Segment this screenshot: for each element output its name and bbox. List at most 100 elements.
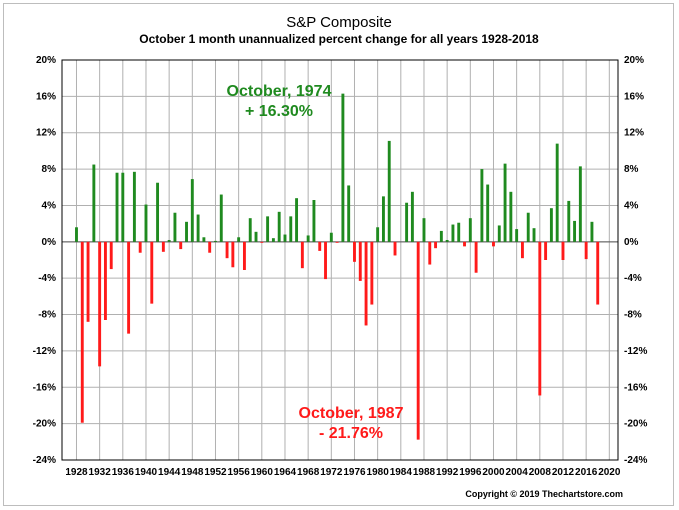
y-tick-label-left: 4% [42, 200, 57, 211]
y-tick-label-left: 0% [42, 237, 57, 248]
bar-1961 [266, 216, 270, 242]
bar-1967 [300, 241, 304, 269]
bar-2006 [526, 212, 530, 242]
y-tick-label-right: -4% [624, 273, 642, 284]
y-tick-label-left: -16% [33, 382, 56, 393]
bar-1938 [132, 171, 136, 242]
bar-2011 [555, 143, 559, 242]
bar-1943 [161, 241, 165, 252]
bar-1996 [468, 218, 472, 242]
bar-1964 [283, 234, 287, 242]
x-tick-label: 2000 [482, 467, 505, 478]
bar-1944 [167, 240, 171, 242]
x-tick-label: 2008 [529, 467, 552, 478]
bar-1928 [75, 227, 78, 242]
bar-1932 [98, 241, 102, 367]
x-tick-label: 1964 [274, 467, 297, 478]
bar-1950 [202, 237, 206, 242]
bar-1991 [439, 230, 443, 242]
bar-2000 [492, 241, 495, 247]
gridlines [62, 59, 618, 461]
x-tick-label: 1968 [297, 467, 320, 478]
x-tick-label: 1992 [436, 467, 459, 478]
bar-2015 [578, 166, 582, 242]
bar-1931 [92, 164, 96, 242]
bar-1970 [318, 241, 322, 251]
bar-1940 [144, 204, 148, 242]
bar-1946 [179, 241, 183, 250]
y-tick-label-right: -20% [624, 419, 647, 430]
y-tick-label-left: -8% [38, 310, 56, 321]
bar-1995 [463, 241, 466, 247]
annotation-1987-line1: October, 1987 [299, 405, 404, 422]
x-tick-label: 1988 [413, 467, 436, 478]
bar-1989 [428, 241, 432, 265]
bar-1951 [208, 241, 212, 253]
bar-1975 [347, 185, 351, 242]
bar-1937 [127, 241, 131, 334]
x-tick-label: 1980 [367, 467, 390, 478]
y-tick-label-right: 12% [624, 128, 644, 139]
x-tick-label: 1956 [228, 467, 251, 478]
y-tick-label-right: 20% [624, 55, 644, 66]
bar-1998 [480, 169, 484, 242]
chart-title: S&P Composite [286, 14, 392, 31]
bar-1983 [393, 241, 397, 256]
bar-1930 [86, 241, 90, 322]
bar-1987 [416, 241, 420, 440]
bar-1945 [173, 212, 177, 242]
bar-1968 [306, 235, 310, 242]
x-tick-label: 1952 [204, 467, 227, 478]
bar-1947 [185, 221, 188, 242]
plot-border [61, 59, 619, 461]
bar-1979 [370, 241, 374, 305]
x-tick-label: 1944 [158, 467, 181, 478]
chart-subtitle: October 1 month unannualized percent cha… [139, 32, 539, 46]
bar-1969 [312, 200, 316, 242]
bar-1992 [445, 240, 449, 242]
x-tick-label: 2020 [598, 467, 621, 478]
bar-1974 [341, 93, 345, 242]
bar-1981 [381, 196, 385, 242]
bar-1935 [115, 172, 119, 242]
x-tick-label: 1932 [89, 467, 112, 478]
bar-1966 [295, 198, 299, 242]
bar-2001 [497, 225, 501, 242]
bar-1933 [103, 241, 107, 320]
x-tick-label: 2004 [506, 467, 529, 478]
tick-labels: 20% 20% 16% 16% 12% 12% 8% 8% 4% 4% 0% 0% -4% -4% -8% -… [33, 55, 648, 478]
y-tick-label-right: 8% [624, 164, 639, 175]
copyright-text: Copyright © 2019 Thechartstore.com [465, 489, 623, 499]
bar-2007 [532, 228, 536, 242]
bar-1934 [109, 241, 113, 270]
bar-2014 [573, 220, 577, 242]
annotation-1974-line1: October, 1974 [227, 83, 332, 100]
bar-2010 [549, 208, 553, 242]
y-tick-label-left: 8% [42, 164, 57, 175]
bar-1978 [364, 241, 368, 326]
bar-1997 [474, 241, 478, 273]
bar-2016 [584, 241, 588, 260]
y-tick-label-right: -8% [624, 310, 642, 321]
bar-2012 [561, 241, 565, 260]
bar-1948 [190, 179, 194, 242]
bar-1956 [237, 237, 241, 242]
y-tick-label-right: 4% [624, 200, 639, 211]
bar-1993 [451, 224, 455, 242]
bar-1936 [121, 172, 125, 242]
bar-2013 [567, 200, 571, 242]
x-tick-label: 1976 [343, 467, 366, 478]
bar-1941 [150, 241, 154, 304]
bar-1999 [486, 184, 490, 242]
bar-1994 [457, 222, 461, 242]
bar-1988 [422, 218, 426, 242]
bar-1953 [219, 194, 223, 242]
bar-1963 [277, 211, 281, 242]
bar-1980 [376, 227, 380, 242]
y-tick-label-right: 16% [624, 91, 644, 102]
x-tick-label: 1936 [112, 467, 135, 478]
x-tick-label: 1928 [65, 467, 88, 478]
y-tick-label-left: -12% [33, 346, 56, 357]
y-tick-label-left: -20% [33, 419, 56, 430]
